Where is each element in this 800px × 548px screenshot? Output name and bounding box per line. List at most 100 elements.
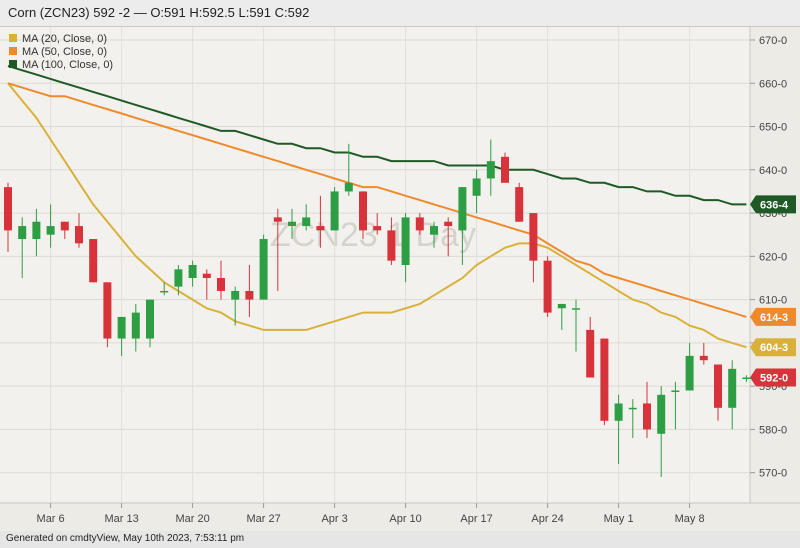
footer-text: Generated on cmdtyView, May 10th 2023, 7… — [6, 533, 245, 544]
candle-body — [472, 178, 481, 196]
y-tick-label: 670-0 — [759, 35, 787, 47]
x-tick-label: Apr 3 — [321, 513, 347, 525]
x-tick-label: Mar 20 — [175, 513, 209, 525]
candle-body — [614, 403, 623, 421]
candle-body — [643, 403, 651, 430]
candle-body — [600, 338, 609, 421]
tag-ma100-bg — [750, 195, 796, 214]
y-tick-label: 640-0 — [759, 165, 787, 177]
candle-body — [188, 265, 197, 278]
legend-label-ma50: MA (50, Close, 0) — [22, 46, 107, 58]
x-tick-label: May 1 — [604, 513, 634, 525]
candle-body — [359, 191, 367, 231]
candle-body — [430, 226, 438, 235]
candle-body — [728, 368, 737, 408]
y-tick-label: 650-0 — [759, 122, 787, 134]
legend-swatch-ma20 — [9, 34, 17, 42]
x-axis: Mar 6 Mar 13 Mar 20 Mar 27 Apr 3 Apr 10 Apr 17… — [37, 503, 705, 525]
price-tags: 636-4 614-3 604-3 592-0 — [750, 195, 796, 387]
candle-body — [373, 226, 382, 231]
candle-body — [89, 239, 98, 283]
chart-title: Corn (ZCN23) 592 -2 — O:591 H:592.5 L:59… — [8, 5, 310, 20]
tag-ma50-text: 614-3 — [760, 312, 788, 324]
candle-body — [543, 260, 552, 313]
candle-body — [486, 161, 495, 179]
y-tick-label: 570-0 — [759, 468, 787, 480]
candle-body — [288, 221, 296, 227]
candle-body — [316, 226, 325, 231]
candle-body — [415, 217, 424, 231]
candles — [4, 139, 751, 478]
tag-ma50-bg — [750, 307, 796, 326]
tag-last-text: 592-0 — [760, 373, 788, 385]
watermark: ZCN23 1 Day — [270, 216, 476, 254]
candle-body — [202, 273, 211, 278]
candle-body — [344, 182, 353, 192]
candle-body — [32, 221, 41, 240]
candle-body — [259, 239, 268, 300]
candle-body — [572, 308, 580, 310]
candle-body — [557, 303, 566, 309]
legend-label-ma100: MA (100, Close, 0) — [22, 59, 113, 71]
legend: MA (20, Close, 0) MA (50, Close, 0) MA (… — [9, 33, 113, 71]
x-tick-label: Mar 13 — [104, 513, 138, 525]
candle-body — [117, 316, 126, 339]
candle-body — [671, 390, 680, 392]
legend-swatch-ma100 — [9, 60, 17, 68]
candle-body — [529, 213, 538, 261]
candle-body — [146, 299, 154, 339]
candle-body — [515, 187, 524, 222]
candle-body — [401, 217, 410, 265]
candle-body — [231, 290, 240, 300]
candle-body — [699, 355, 708, 361]
candle-body — [60, 221, 69, 231]
tag-ma20-bg — [750, 338, 796, 357]
line-ma20 — [7, 82, 747, 349]
candlestick-chart: ZCN23 1 Day 670-0660-0650-0640-0630-0620… — [0, 27, 800, 531]
candle-body — [742, 377, 751, 380]
candle-body — [273, 217, 282, 222]
candle-body — [586, 329, 595, 378]
tag-ma100-text: 636-4 — [760, 199, 789, 211]
footer-bar: Generated on cmdtyView, May 10th 2023, 7… — [0, 531, 800, 548]
x-tick-label: Apr 17 — [460, 513, 492, 525]
candle-body — [685, 355, 694, 391]
candle-body — [501, 156, 509, 183]
legend-swatch-ma50 — [9, 47, 17, 55]
candle-body — [46, 226, 55, 235]
x-tick-label: Mar 6 — [37, 513, 65, 525]
candle-body — [458, 187, 467, 231]
line-ma50 — [7, 82, 747, 318]
candle-body — [245, 290, 254, 300]
legend-label-ma20: MA (20, Close, 0) — [22, 33, 107, 45]
candle-body — [18, 226, 27, 240]
y-tick-label: 620-0 — [759, 251, 787, 263]
axis-area — [750, 27, 800, 503]
candle-body — [444, 221, 453, 227]
candle-body — [131, 312, 140, 339]
candle-body — [628, 407, 637, 410]
candle-body — [302, 217, 311, 227]
moving-averages — [7, 64, 747, 349]
candle-body — [4, 187, 12, 231]
y-tick-label: 660-0 — [759, 78, 787, 90]
y-tick-label: 580-0 — [759, 424, 787, 436]
candle-body — [174, 269, 183, 287]
xaxis-strip — [0, 503, 800, 531]
chart-title-bar: Corn (ZCN23) 592 -2 — O:591 H:592.5 L:59… — [0, 0, 800, 27]
candle-body — [217, 277, 225, 291]
candle-body — [330, 191, 339, 231]
y-tick-label: 610-0 — [759, 295, 787, 307]
plot-area — [0, 27, 750, 503]
candle-body — [160, 290, 169, 293]
tag-last-bg — [750, 368, 796, 387]
x-tick-label: Apr 10 — [389, 513, 421, 525]
line-ma100 — [7, 64, 747, 206]
candle-body — [657, 394, 666, 434]
tag-ma20-text: 604-3 — [760, 342, 788, 354]
candle-body — [714, 364, 722, 408]
candle-body — [103, 282, 112, 339]
x-tick-label: May 8 — [675, 513, 705, 525]
candle-body — [387, 230, 396, 261]
candle-body — [75, 226, 83, 244]
